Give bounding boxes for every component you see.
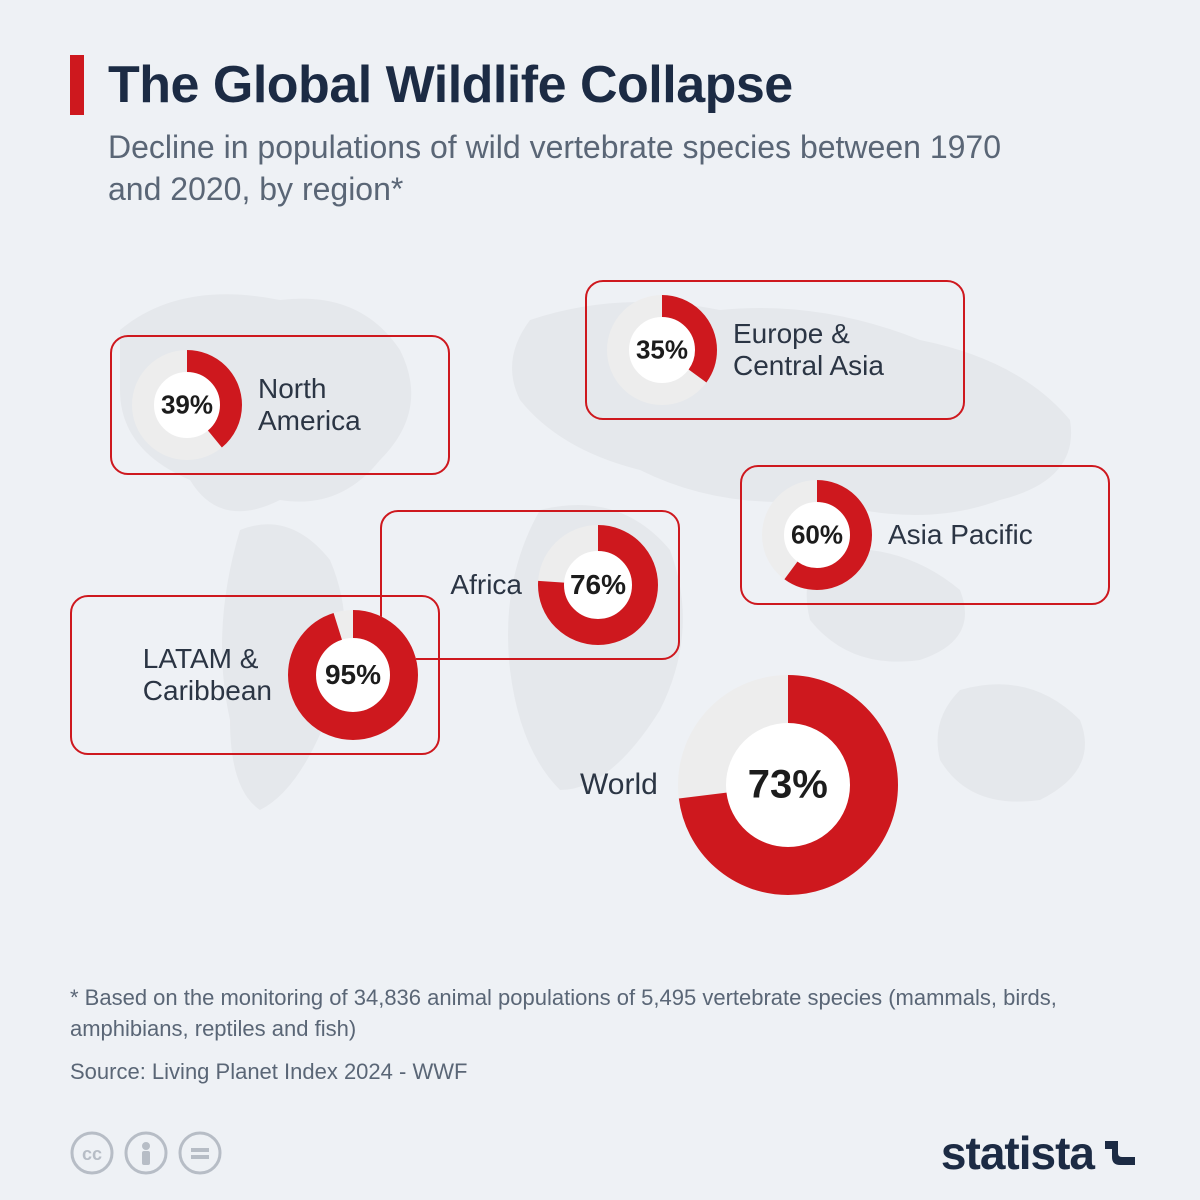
region-label-af: Africa — [450, 569, 522, 601]
source-text: Source: Living Planet Index 2024 - WWF — [70, 1059, 467, 1085]
donut-pct-af: 76% — [570, 569, 626, 601]
region-box-lac: LATAM &Caribbean 95% — [70, 595, 440, 755]
title-accent-bar — [70, 55, 84, 115]
donut-na: 39% — [132, 350, 242, 460]
region-label-na: NorthAmerica — [258, 373, 361, 437]
donut-pct-world: 73% — [748, 763, 828, 808]
donut-pct-ap: 60% — [791, 520, 843, 551]
donut-eca: 35% — [607, 295, 717, 405]
license-icons: cc — [70, 1131, 222, 1175]
page-title: The Global Wildlife Collapse — [108, 55, 793, 115]
statista-logo: statista — [941, 1126, 1140, 1180]
page-subtitle: Decline in populations of wild vertebrat… — [108, 127, 1008, 210]
donut-pct-na: 39% — [161, 390, 213, 421]
cc-icon: cc — [70, 1131, 114, 1175]
header: The Global Wildlife Collapse Decline in … — [0, 0, 1200, 210]
logo-mark-icon — [1100, 1133, 1140, 1173]
donut-af: 76% — [538, 525, 658, 645]
nd-icon — [178, 1131, 222, 1175]
world-group: World 73% — [580, 675, 898, 895]
donut-lac: 95% — [288, 610, 418, 740]
logo-text: statista — [941, 1126, 1094, 1180]
donut-pct-lac: 95% — [325, 659, 381, 691]
donut-world: 73% — [678, 675, 898, 895]
title-row: The Global Wildlife Collapse — [70, 55, 1130, 115]
region-box-eca: 35% Europe &Central Asia — [585, 280, 965, 420]
donut-ap: 60% — [762, 480, 872, 590]
world-label: World — [580, 768, 658, 803]
donut-pct-eca: 35% — [636, 335, 688, 366]
chart-area: 39%NorthAmerica 35%Europe &Central Asia … — [0, 240, 1200, 920]
footnote-text: * Based on the monitoring of 34,836 anim… — [70, 983, 1070, 1045]
region-label-lac: LATAM &Caribbean — [143, 643, 272, 707]
footer: cc statista — [0, 1105, 1200, 1200]
svg-text:cc: cc — [82, 1144, 102, 1164]
region-box-ap: 60% Asia Pacific — [740, 465, 1110, 605]
region-label-ap: Asia Pacific — [888, 519, 1033, 551]
by-icon — [124, 1131, 168, 1175]
region-label-eca: Europe &Central Asia — [733, 318, 884, 382]
region-box-na: 39% NorthAmerica — [110, 335, 450, 475]
